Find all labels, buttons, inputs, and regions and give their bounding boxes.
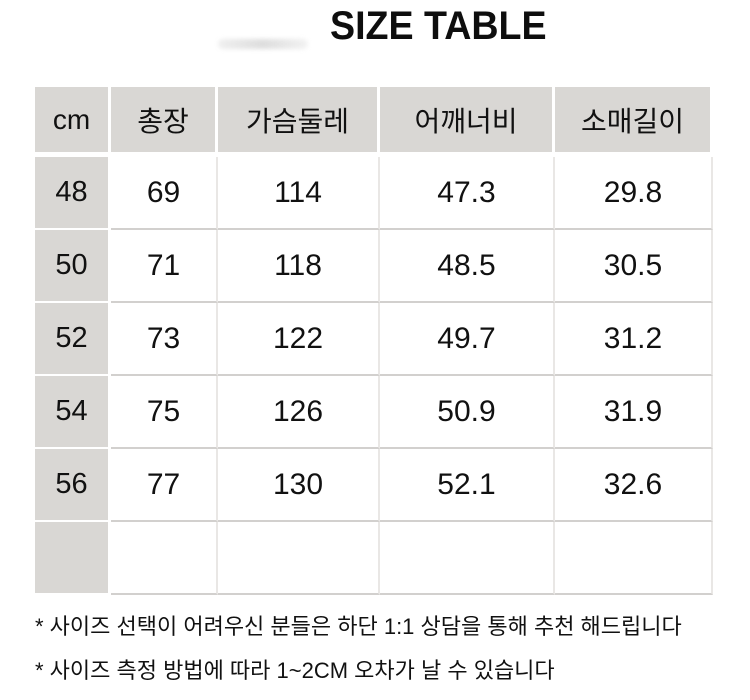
header-row: cm 총장 가슴둘레 어깨너비 소매길이 (35, 87, 713, 157)
measurement-cell: 122 (218, 303, 380, 376)
table-row: 54 75 126 50.9 31.9 (35, 376, 713, 449)
measurement-cell: 75 (111, 376, 218, 449)
table-row: 52 73 122 49.7 31.2 (35, 303, 713, 376)
measurement-cell: 31.2 (555, 303, 713, 376)
header-cell-chest: 가슴둘레 (218, 87, 380, 157)
measurement-cell (555, 522, 713, 595)
measurement-cell: 48.5 (380, 230, 555, 303)
footnote-size-recommendation: * 사이즈 선택이 어려우신 분들은 하단 1:1 상담을 통해 추천 해드립니… (35, 614, 682, 639)
measurement-cell (111, 522, 218, 595)
size-cell: 52 (35, 303, 111, 376)
size-cell: 54 (35, 376, 111, 449)
measurement-cell: 69 (111, 157, 218, 230)
size-cell: 50 (35, 230, 111, 303)
measurement-cell: 29.8 (555, 157, 713, 230)
measurement-cell: 52.1 (380, 449, 555, 522)
measurement-cell: 50.9 (380, 376, 555, 449)
footnotes: * 사이즈 선택이 어려우신 분들은 하단 1:1 상담을 통해 추천 해드립니… (35, 612, 682, 700)
measurement-cell (218, 522, 380, 595)
table-row: 48 69 114 47.3 29.8 (35, 157, 713, 230)
measurement-cell: 118 (218, 230, 380, 303)
table-row-empty (35, 522, 713, 595)
header-cell-cm: cm (35, 87, 111, 157)
footnote-measurement-tolerance: * 사이즈 측정 방법에 따라 1~2CM 오차가 날 수 있습니다 (35, 658, 555, 683)
measurement-cell (380, 522, 555, 595)
measurement-cell: 77 (111, 449, 218, 522)
measurement-cell: 126 (218, 376, 380, 449)
measurement-cell: 47.3 (380, 157, 555, 230)
measurement-cell: 30.5 (555, 230, 713, 303)
header-cell-sleeve: 소매길이 (555, 87, 713, 157)
size-cell: 48 (35, 157, 111, 230)
size-cell (35, 522, 111, 595)
page-title: SIZE TABLE (330, 4, 547, 48)
size-table: cm 총장 가슴둘레 어깨너비 소매길이 48 69 114 47.3 29.8… (35, 87, 713, 595)
measurement-cell: 114 (218, 157, 380, 230)
measurement-cell: 73 (111, 303, 218, 376)
size-cell: 56 (35, 449, 111, 522)
measurement-cell: 130 (218, 449, 380, 522)
measurement-cell: 71 (111, 230, 218, 303)
table-row: 50 71 118 48.5 30.5 (35, 230, 713, 303)
table-row: 56 77 130 52.1 32.6 (35, 449, 713, 522)
faint-watermark-smudge (218, 39, 308, 49)
header-cell-total-length: 총장 (111, 87, 218, 157)
measurement-cell: 49.7 (380, 303, 555, 376)
measurement-cell: 32.6 (555, 449, 713, 522)
measurement-cell: 31.9 (555, 376, 713, 449)
header-cell-shoulder: 어깨너비 (380, 87, 555, 157)
